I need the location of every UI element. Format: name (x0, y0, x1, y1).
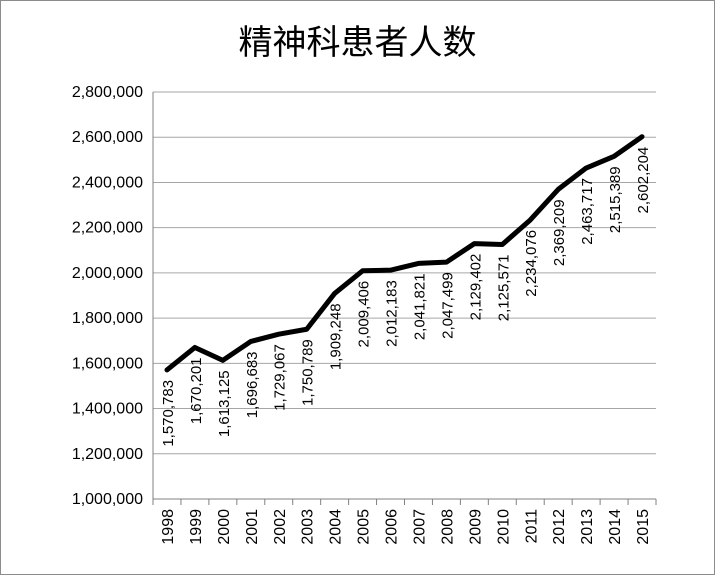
y-tick-label: 2,400,000 (72, 174, 143, 191)
data-label: 2,463,717 (579, 178, 596, 245)
x-tick-label: 2002 (272, 509, 289, 545)
x-tick-label: 2005 (356, 509, 373, 545)
data-point (584, 166, 589, 171)
y-tick-label: 2,000,000 (72, 265, 143, 282)
x-tick-label: 1998 (160, 509, 177, 545)
x-tick-label: 2008 (439, 509, 456, 545)
data-label: 2,009,406 (356, 281, 373, 348)
data-label: 2,012,183 (384, 280, 401, 347)
data-point (248, 339, 253, 344)
data-point (612, 154, 617, 159)
data-point (360, 268, 365, 273)
y-tick-label: 1,200,000 (72, 446, 143, 463)
x-tick-label: 2003 (300, 509, 317, 545)
data-point (556, 187, 561, 192)
data-label: 2,129,402 (467, 254, 484, 321)
x-tick-label: 2012 (551, 509, 568, 545)
y-tick-label: 1,600,000 (72, 355, 143, 372)
x-tick-label: 2014 (607, 509, 624, 545)
data-label: 1,613,125 (216, 370, 233, 437)
x-tick-label: 2006 (384, 509, 401, 545)
x-tick-label: 2011 (523, 509, 540, 544)
x-tick-label: 2004 (328, 509, 345, 545)
data-label: 1,696,683 (244, 351, 261, 418)
x-tick-label: 2013 (579, 509, 596, 545)
data-point (416, 261, 421, 266)
data-label: 2,234,076 (523, 230, 540, 297)
x-tick-label: 2007 (411, 509, 428, 545)
data-point (220, 358, 225, 363)
data-label: 2,602,204 (635, 147, 652, 214)
data-label: 1,670,201 (188, 357, 205, 424)
x-tick-label: 2009 (467, 509, 484, 545)
data-label: 2,041,821 (411, 273, 428, 340)
chart-title: 精神科患者人数 (238, 23, 477, 63)
y-tick-label: 2,200,000 (72, 220, 143, 237)
x-tick-label: 2015 (635, 509, 652, 545)
x-tick-label: 2000 (216, 509, 233, 545)
y-tick-label: 1,000,000 (72, 491, 143, 508)
y-tick-label: 2,800,000 (72, 84, 143, 101)
data-point (388, 268, 393, 273)
data-point (500, 242, 505, 247)
data-point (444, 260, 449, 265)
data-label: 2,047,499 (439, 272, 456, 339)
data-label: 2,369,209 (551, 199, 568, 266)
x-tick-label: 2001 (244, 509, 261, 545)
data-label: 1,909,248 (328, 303, 345, 370)
data-point (528, 217, 533, 222)
data-label: 1,750,789 (300, 339, 317, 406)
x-tick-label: 1999 (188, 509, 205, 545)
y-tick-label: 1,400,000 (72, 401, 143, 418)
data-label: 2,515,389 (607, 166, 624, 233)
y-tick-label: 1,800,000 (72, 310, 143, 327)
data-label: 1,570,783 (160, 380, 177, 447)
data-point (472, 241, 477, 246)
series-line (164, 134, 645, 373)
data-point (332, 291, 337, 296)
data-point (164, 367, 169, 372)
y-tick-label: 2,600,000 (72, 129, 143, 146)
data-point (304, 327, 309, 332)
data-label: 2,125,571 (495, 254, 512, 321)
data-point (276, 332, 281, 337)
data-label: 1,729,067 (272, 344, 289, 411)
data-point (640, 134, 645, 139)
x-tick-label: 2010 (495, 509, 512, 545)
data-point (192, 345, 197, 350)
